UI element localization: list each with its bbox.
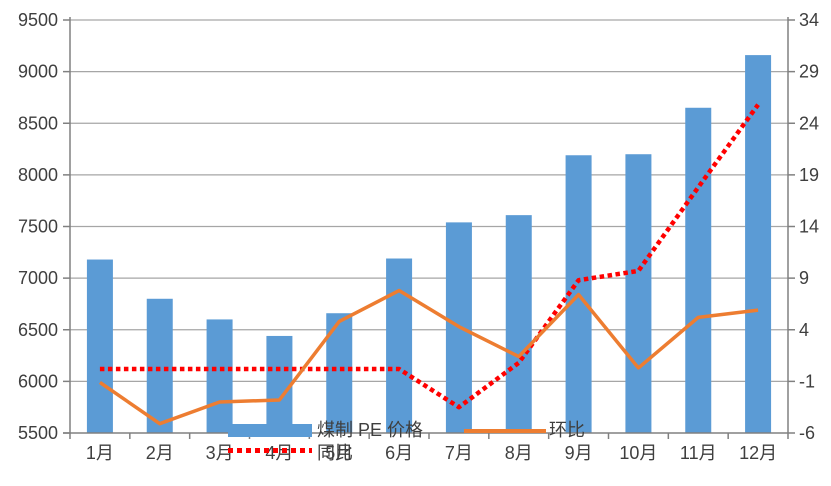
x-category-label: 7月 <box>445 443 473 463</box>
y-left-tick-label: 7000 <box>18 268 58 288</box>
y-left-tick-label: 9000 <box>18 62 58 82</box>
bar-10月 <box>625 154 652 433</box>
y-right-tick-label: -1 <box>799 371 815 391</box>
y-right-tick-label: 34 <box>799 10 819 30</box>
x-category-label: 11月 <box>680 443 717 463</box>
legend-mom-label: 环比 <box>549 420 585 440</box>
legend-bar-swatch <box>228 424 312 437</box>
y-right-tick-label: -6 <box>799 423 815 443</box>
y-left-tick-label: 6000 <box>18 371 58 391</box>
y-right-tick-label: 29 <box>799 62 819 82</box>
x-category-label: 3月 <box>206 443 234 463</box>
y-left-tick-label: 8500 <box>18 113 58 133</box>
x-category-label: 5月 <box>325 443 353 463</box>
mom-line <box>98 288 759 426</box>
bar-4月 <box>266 335 293 433</box>
bar-11月 <box>685 107 712 433</box>
y-left-tick-label: 6500 <box>18 320 58 340</box>
legend-bar-label: 煤制 PE 价格 <box>317 420 424 440</box>
y-right-tick-label: 9 <box>799 268 809 288</box>
y-left-tick-label: 9500 <box>18 10 58 30</box>
y-left-tick-label: 5500 <box>18 423 58 443</box>
legend-yoy-line-swatch <box>228 448 312 453</box>
yoy-line <box>99 103 760 410</box>
x-category-label: 2月 <box>146 443 174 463</box>
x-category-label: 9月 <box>565 443 593 463</box>
x-category-label: 8月 <box>505 443 533 463</box>
bar-6月 <box>386 258 413 433</box>
bar-3月 <box>206 319 233 433</box>
y-right-tick-label: 19 <box>799 165 819 185</box>
x-category-label: 4月 <box>265 443 293 463</box>
bar-2月 <box>146 298 173 433</box>
y-left-tick-label: 8000 <box>18 165 58 185</box>
bar-12月 <box>745 55 772 433</box>
legend-yoy-label: 同比 <box>317 443 353 463</box>
x-category-label: 12月 <box>739 443 777 463</box>
bar-8月 <box>505 215 532 433</box>
x-category-label: 6月 <box>385 443 413 463</box>
bar-1月 <box>86 259 113 433</box>
y-right-tick-label: 14 <box>799 217 819 237</box>
y-right-tick-label: 24 <box>799 113 819 133</box>
y-right-tick-label: 4 <box>799 320 809 340</box>
legend-mom-line-swatch <box>464 429 546 433</box>
y-left-tick-label: 7500 <box>18 217 58 237</box>
x-category-label: 1月 <box>86 443 114 463</box>
x-category-label: 10月 <box>619 443 657 463</box>
